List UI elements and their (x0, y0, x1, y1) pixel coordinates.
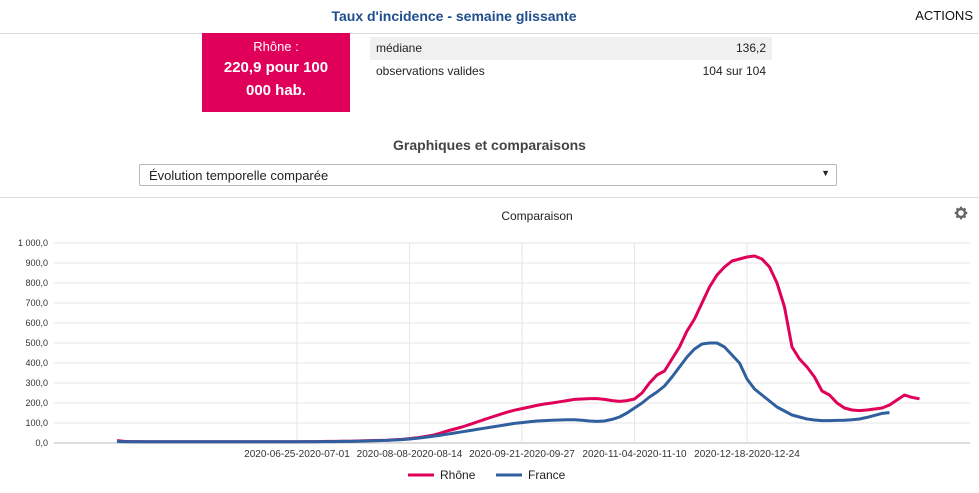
y-tick-label: 1 000,0 (18, 238, 48, 248)
y-tick-label: 400,0 (25, 358, 48, 368)
y-tick-label: 200,0 (25, 398, 48, 408)
legend-label: Rhône (440, 468, 476, 482)
chart-type-select[interactable]: Évolution temporelle comparée ▼ (139, 164, 837, 186)
x-tick-label: 2020-08-08-2020-08-14 (357, 449, 463, 460)
x-tick-label: 2020-06-25-2020-07-01 (244, 449, 350, 460)
kpi-region-name: Rhône : (253, 39, 299, 54)
x-tick-label: 2020-12-18-2020-12-24 (694, 449, 800, 460)
gear-icon[interactable] (953, 205, 969, 221)
stats-row-median: médiane 136,2 (370, 37, 772, 60)
x-tick-label: 2020-09-21-2020-09-27 (469, 449, 575, 460)
chevron-down-icon: ▼ (821, 168, 830, 178)
actions-button[interactable]: ACTIONS (915, 8, 973, 23)
y-tick-label: 800,0 (25, 278, 48, 288)
stat-label: observations valides (376, 64, 485, 78)
y-tick-label: 100,0 (25, 418, 48, 428)
comparison-chart: Comparaison 0,0 100,0 200,0 300,0 400,0 500,0 6… (18, 209, 970, 482)
series-line-france (116, 341, 890, 444)
x-tick-label: 2020-11-04-2020-11-10 (582, 449, 687, 460)
chart-container: Comparaison 0,0 100,0 200,0 300,0 400,0 500,0 6… (0, 197, 979, 493)
chart-title: Comparaison (501, 209, 572, 223)
stats-row-valid-observations: observations valides 104 sur 104 (370, 60, 772, 83)
section-title: Graphiques et comparaisons (393, 137, 586, 153)
stat-label: médiane (376, 41, 423, 55)
series-line-rhne (116, 254, 920, 444)
stats-table: médiane 136,2 observations valides 104 s… (370, 37, 772, 83)
header-bar: Taux d'incidence - semaine glissante ACT… (0, 0, 979, 34)
legend-label: France (528, 468, 566, 482)
y-tick-label: 700,0 (25, 298, 48, 308)
stat-value: 136,2 (735, 41, 766, 55)
incidence-kpi-card: Rhône : 220,9 pour 100 000 hab. (202, 33, 350, 112)
y-tick-label: 600,0 (25, 318, 48, 328)
kpi-value: 220,9 pour 100 000 hab. (223, 59, 329, 99)
y-tick-label: 0,0 (35, 438, 48, 448)
stat-value: 104 sur 104 (702, 64, 766, 78)
page-title: Taux d'incidence - semaine glissante (331, 8, 577, 24)
chart-type-select-value: Évolution temporelle comparée (149, 168, 329, 183)
y-tick-label: 900,0 (25, 258, 48, 268)
y-tick-label: 500,0 (25, 338, 48, 348)
y-tick-label: 300,0 (25, 378, 48, 388)
